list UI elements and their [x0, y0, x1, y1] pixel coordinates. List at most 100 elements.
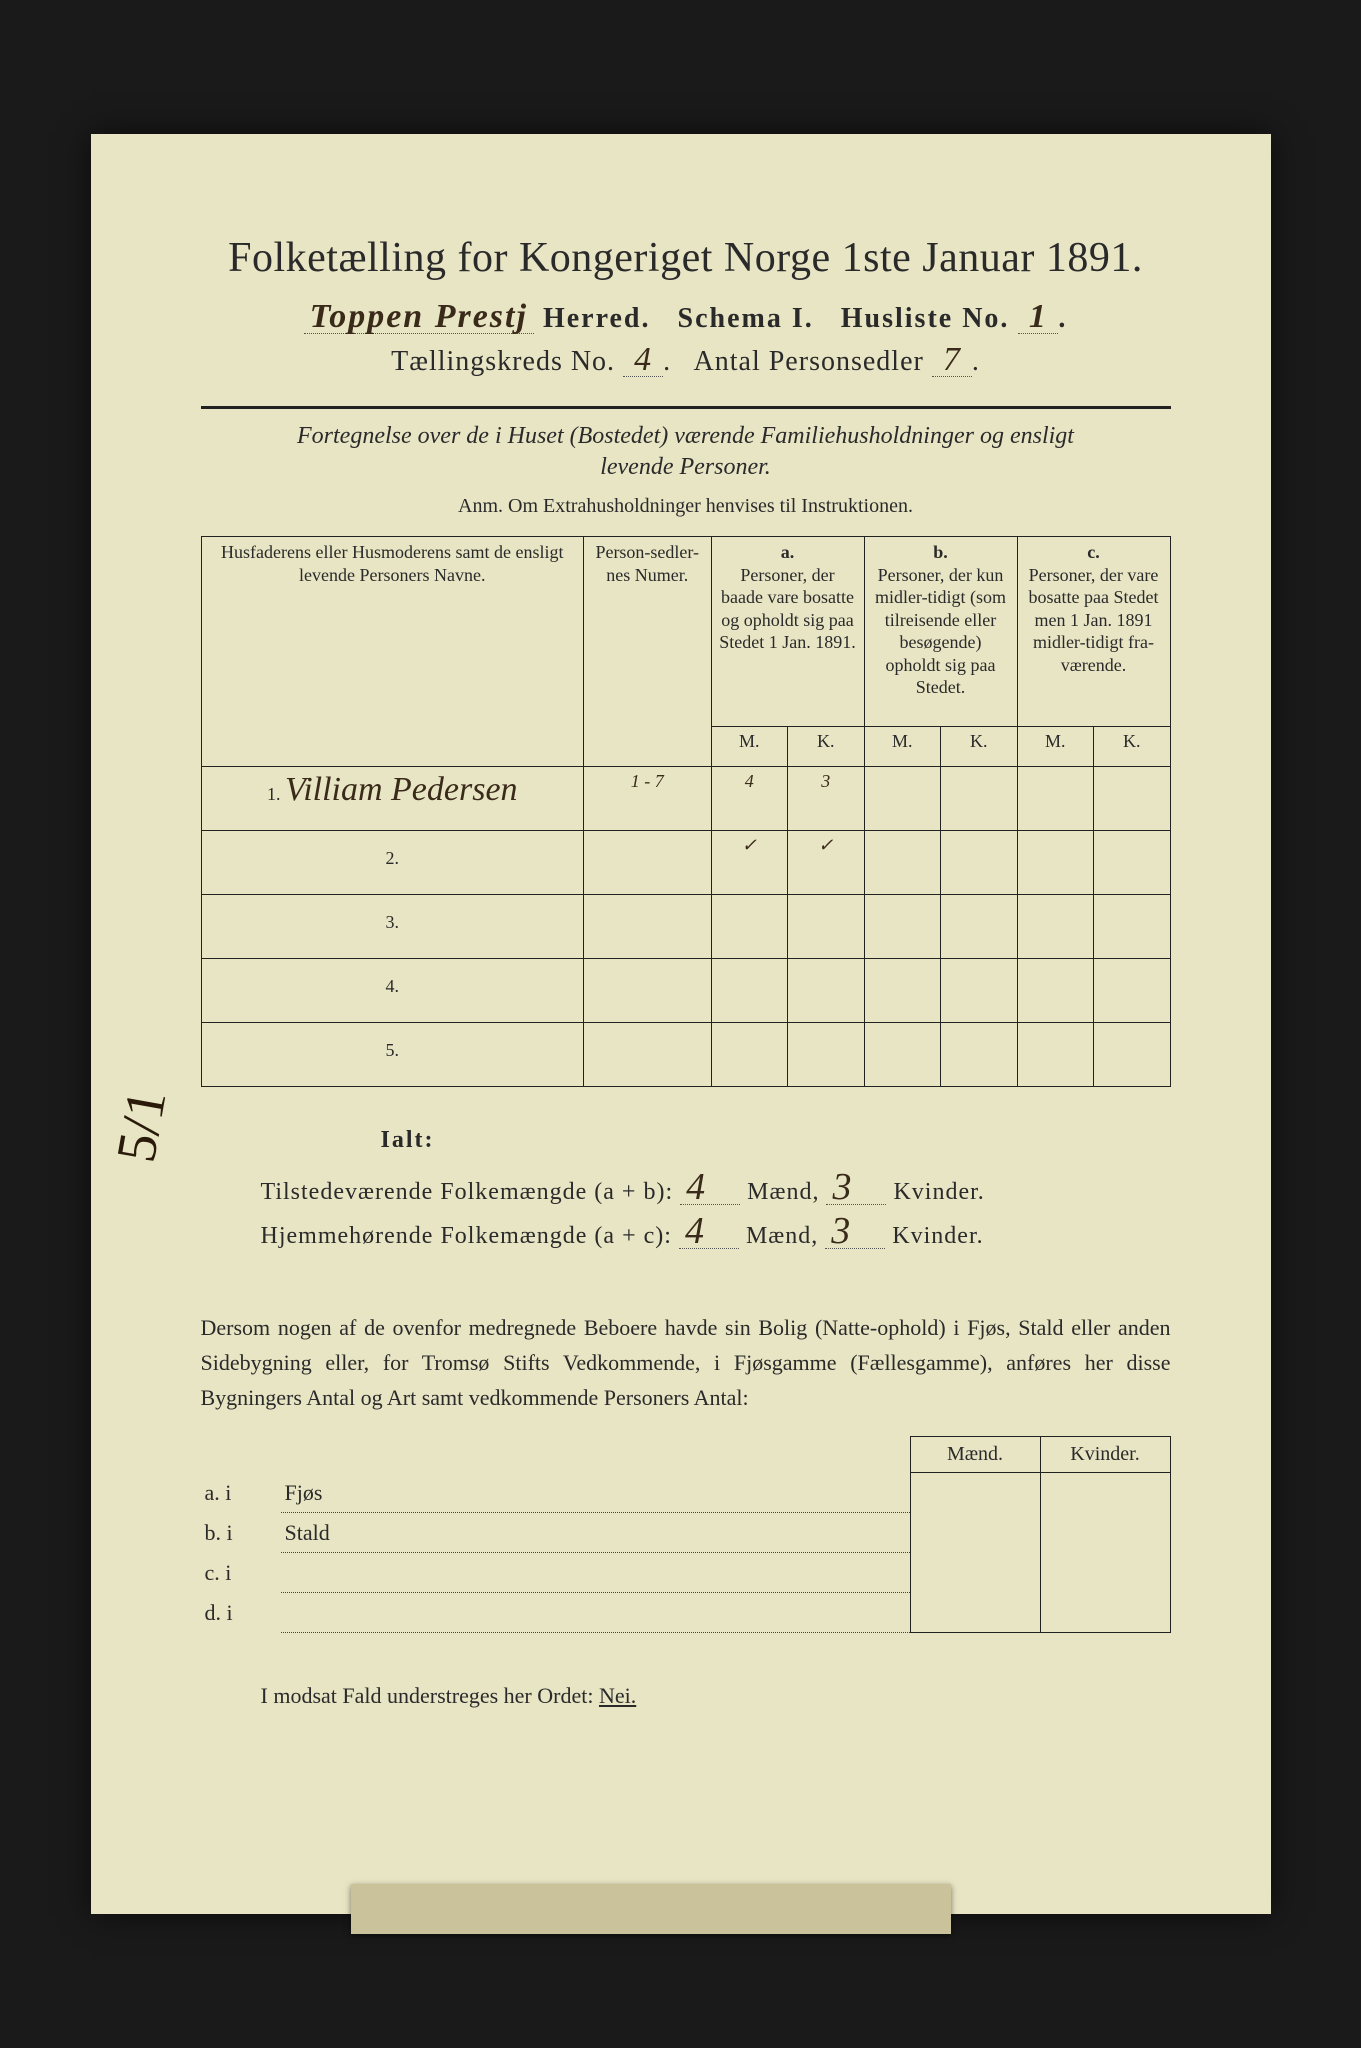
nei-word: Nei. — [599, 1683, 636, 1708]
anm-note: Anm. Om Extrahusholdninger henvises til … — [201, 495, 1171, 518]
c-k-cell — [1094, 767, 1171, 831]
ialt-label: Ialt: — [381, 1127, 1171, 1154]
outbuilding-table: Mænd. Kvinder. a. iFjøsb. iStaldc. id. i — [201, 1436, 1171, 1633]
b-k-cell — [941, 959, 1018, 1023]
c-k-cell — [1094, 1023, 1171, 1087]
row-number: 2. — [201, 831, 584, 895]
row-letter: c. i — [201, 1552, 281, 1592]
a-k-cell — [788, 895, 865, 959]
b-m-cell — [864, 1023, 941, 1087]
census-form: Folketælling for Kongeriget Norge 1ste J… — [91, 134, 1271, 1914]
torn-edge — [351, 1884, 951, 1934]
kreds-label: Tællingskreds No. — [391, 346, 615, 377]
kreds-no-handwritten: 4 — [623, 345, 663, 377]
row-type: Fjøs — [281, 1472, 911, 1512]
maend-cell — [910, 1512, 1040, 1552]
c-k-cell — [1094, 959, 1171, 1023]
a-m-cell — [711, 895, 788, 959]
a-m-cell — [711, 959, 788, 1023]
present-m: 4 — [680, 1170, 740, 1205]
herred-handwritten: Toppen Prestj — [304, 302, 534, 334]
resident-m: 4 — [679, 1214, 739, 1249]
total-resident: Hjemmehørende Folkemængde (a + c): 4 Mæn… — [261, 1214, 1171, 1250]
row-number: 1. Villiam Pedersen — [201, 767, 584, 831]
b-k-cell — [941, 767, 1018, 831]
header-line-2: Tællingskreds No. 4. Antal Personsedler … — [201, 345, 1171, 378]
b-m-cell — [864, 959, 941, 1023]
row-letter: b. i — [201, 1512, 281, 1552]
kvinder-cell — [1040, 1552, 1170, 1592]
row-number: 4. — [201, 959, 584, 1023]
outbuilding-row: b. iStald — [201, 1512, 1171, 1552]
b-k-cell — [941, 895, 1018, 959]
totals-block: Ialt: Tilstedeværende Folkemængde (a + b… — [201, 1127, 1171, 1250]
resident-k: 3 — [825, 1214, 885, 1249]
page: Folketælling for Kongeriget Norge 1ste J… — [0, 0, 1361, 2048]
antal-handwritten: 7 — [932, 345, 972, 377]
b-m-cell — [864, 895, 941, 959]
lower-maend: Mænd. — [910, 1436, 1040, 1472]
a-k: K. — [788, 727, 865, 767]
divider — [201, 406, 1171, 409]
maend-cell — [910, 1472, 1040, 1512]
c-m-cell — [1017, 767, 1094, 831]
col-names-header: Husfaderens eller Husmoderens samt de en… — [201, 537, 584, 767]
a-k-cell — [788, 1023, 865, 1087]
num-cell — [584, 959, 712, 1023]
husliste-label: Husliste No. — [841, 303, 1010, 334]
b-k: K. — [941, 727, 1018, 767]
subtitle-line-2: levende Personer. — [201, 454, 1171, 481]
a-m-cell: ✓ — [711, 831, 788, 895]
row-type — [281, 1592, 911, 1632]
row-letter: a. i — [201, 1472, 281, 1512]
outbuilding-row: d. i — [201, 1592, 1171, 1632]
num-cell — [584, 895, 712, 959]
table-row: 1. Villiam Pedersen1 - 743 — [201, 767, 1170, 831]
person-name: Villiam Pedersen — [285, 771, 518, 808]
col-a-header: a. Personer, der baade vare bosatte og o… — [711, 537, 864, 727]
c-m-cell — [1017, 1023, 1094, 1087]
margin-notation: 5/1 — [104, 1085, 179, 1167]
b-m-cell — [864, 767, 941, 831]
col-c-header: c. Personer, der vare bosatte paa Stedet… — [1017, 537, 1170, 727]
kvinder-cell — [1040, 1592, 1170, 1632]
a-m-cell: 4 — [711, 767, 788, 831]
c-k: K. — [1094, 727, 1171, 767]
c-m-cell — [1017, 831, 1094, 895]
total-present: Tilstedeværende Folkemængde (a + b): 4 M… — [261, 1170, 1171, 1206]
row-number: 3. — [201, 895, 584, 959]
table-row: 3. — [201, 895, 1170, 959]
kvinder-cell — [1040, 1472, 1170, 1512]
c-m-cell — [1017, 959, 1094, 1023]
row-letter: d. i — [201, 1592, 281, 1632]
outbuilding-row: a. iFjøs — [201, 1472, 1171, 1512]
c-m-cell — [1017, 895, 1094, 959]
b-k-cell — [941, 831, 1018, 895]
a-k-cell: ✓ — [788, 831, 865, 895]
census-table: Husfaderens eller Husmoderens samt de en… — [201, 536, 1171, 1087]
subtitle-line-1: Fortegnelse over de i Huset (Bostedet) v… — [201, 423, 1171, 450]
c-k-cell — [1094, 831, 1171, 895]
main-title: Folketælling for Kongeriget Norge 1ste J… — [201, 234, 1171, 282]
c-m: M. — [1017, 727, 1094, 767]
num-cell — [584, 1023, 712, 1087]
a-k-cell — [788, 959, 865, 1023]
c-k-cell — [1094, 895, 1171, 959]
herred-label: Herred. — [543, 303, 651, 334]
b-m: M. — [864, 727, 941, 767]
col-num-header: Person-sedler-nes Numer. — [584, 537, 712, 767]
table-row: 2. ✓✓ — [201, 831, 1170, 895]
header-line-1: Toppen Prestj Herred. Schema I. Husliste… — [201, 302, 1171, 335]
a-m: M. — [711, 727, 788, 767]
kvinder-cell — [1040, 1512, 1170, 1552]
a-k-cell: 3 — [788, 767, 865, 831]
b-m-cell — [864, 831, 941, 895]
lower-kvinder: Kvinder. — [1040, 1436, 1170, 1472]
row-type: Stald — [281, 1512, 911, 1552]
row-type — [281, 1552, 911, 1592]
present-k: 3 — [826, 1170, 886, 1205]
husliste-no-handwritten: 1 — [1018, 302, 1058, 334]
num-cell — [584, 831, 712, 895]
schema-label: Schema I. — [678, 303, 814, 334]
b-k-cell — [941, 1023, 1018, 1087]
